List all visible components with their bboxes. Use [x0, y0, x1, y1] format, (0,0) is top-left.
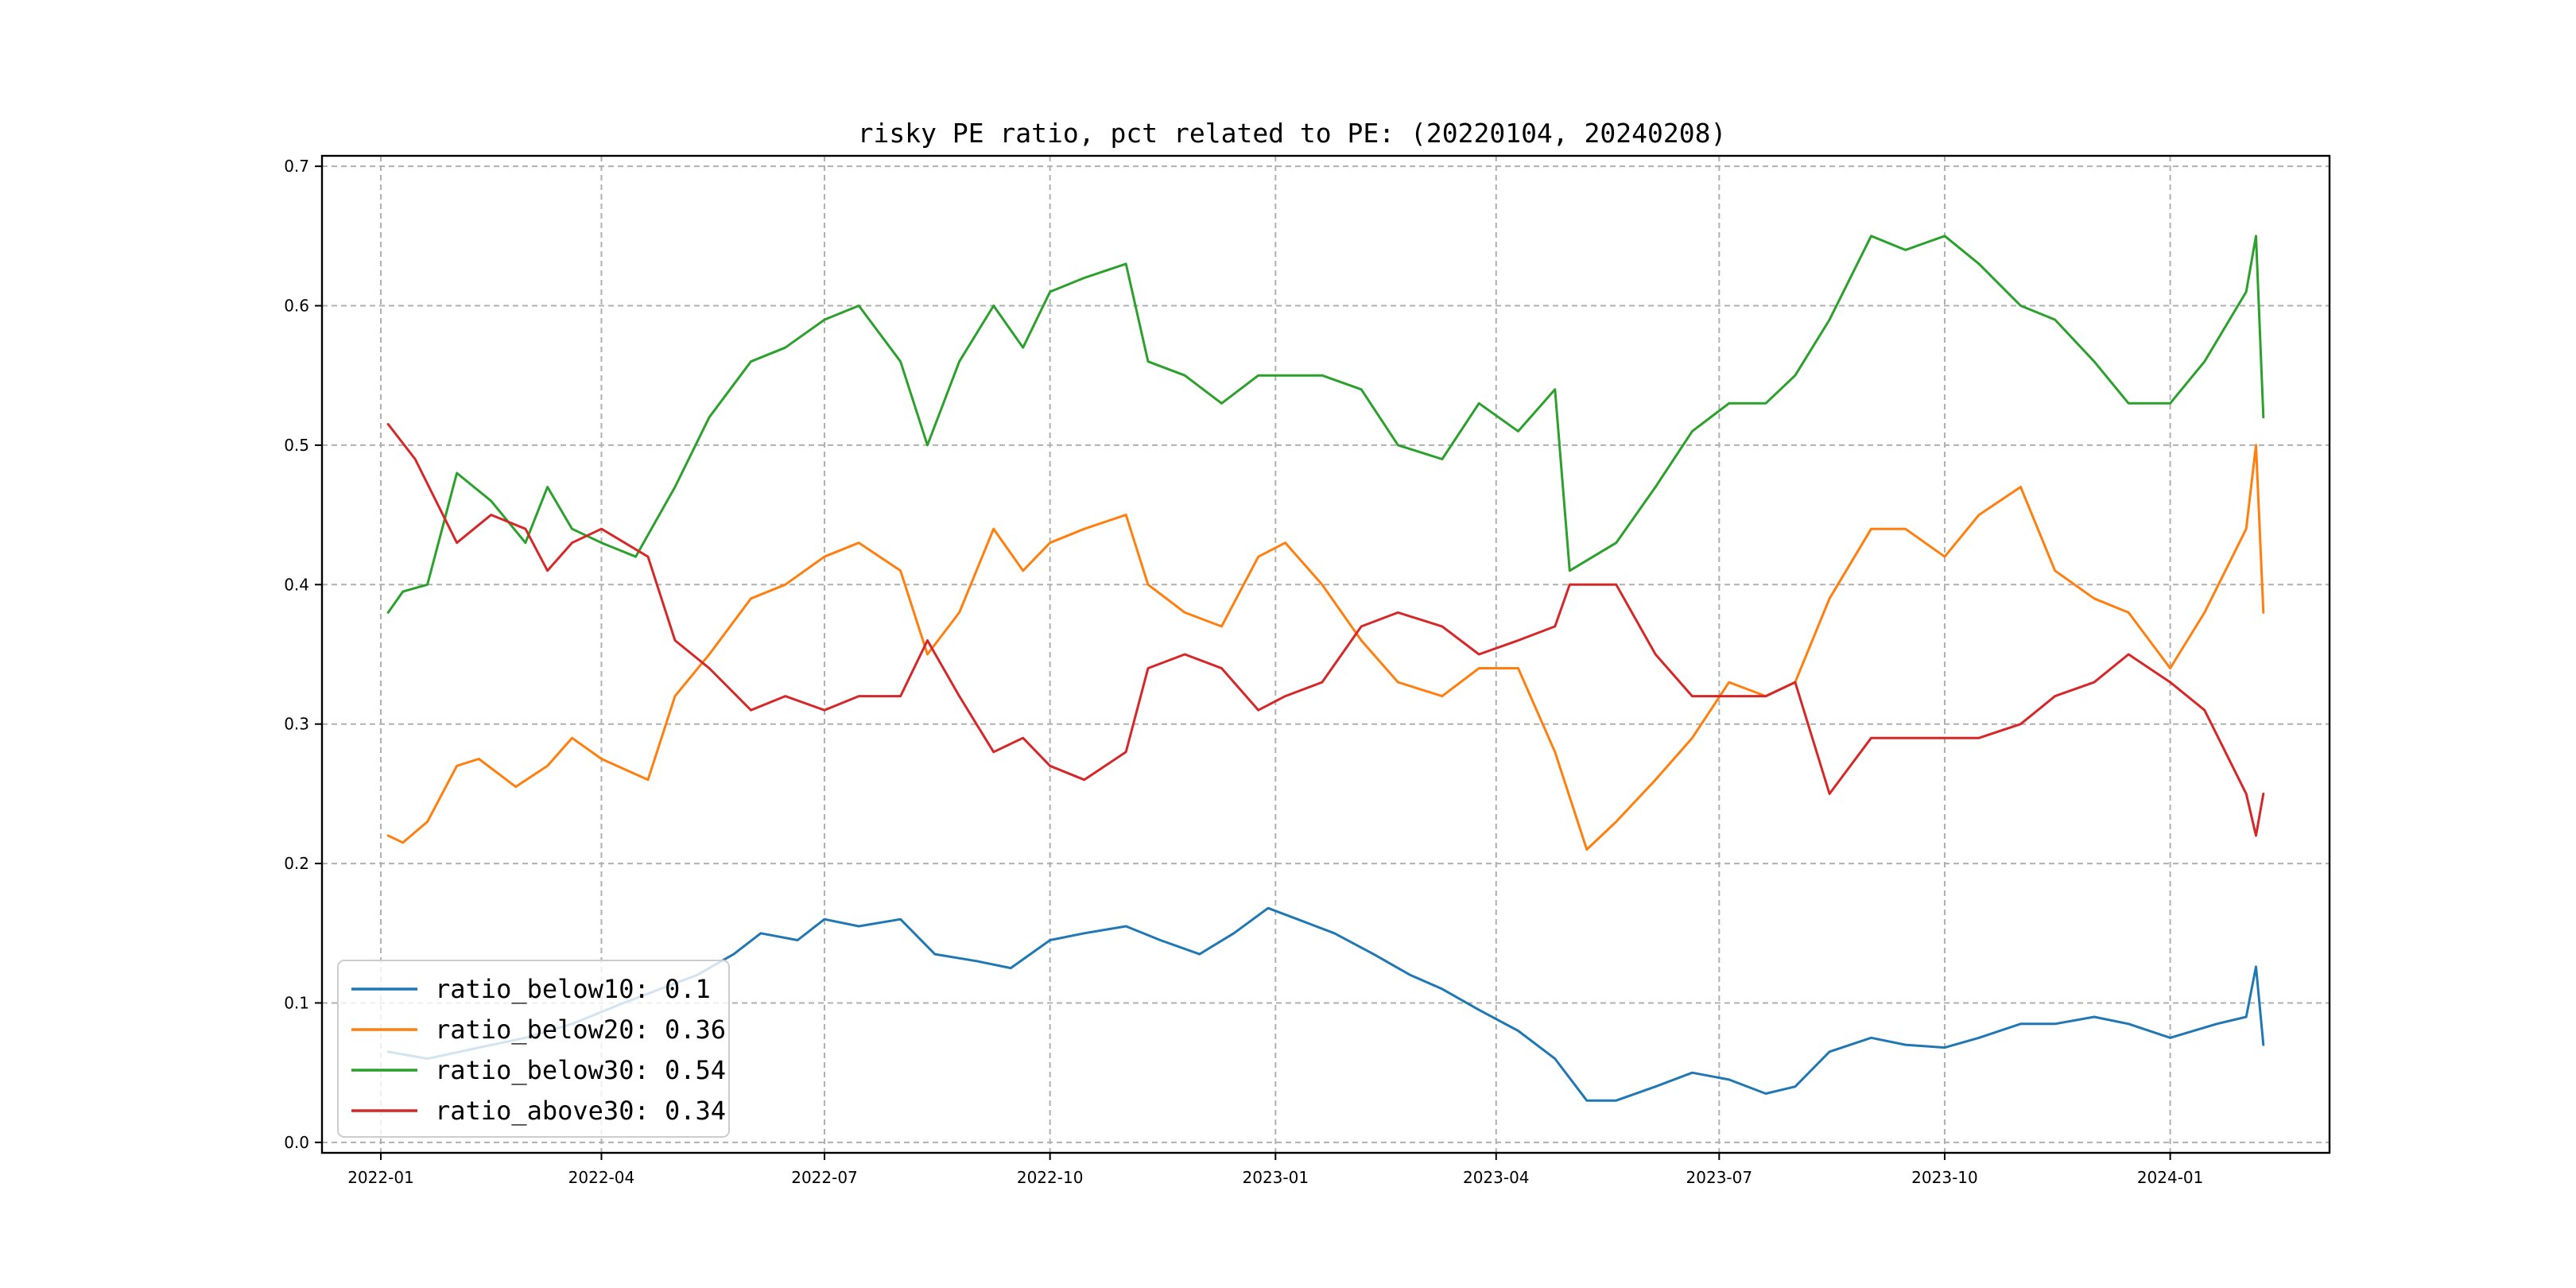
x-tick-label: 2022-07: [791, 1168, 858, 1187]
y-tick-label: 0.6: [284, 297, 309, 316]
legend-box: [337, 960, 730, 1138]
x-tick-label: 2023-01: [1243, 1168, 1309, 1187]
legend-label-ratio_below30: ratio_below30: 0.54: [435, 1055, 726, 1085]
series-line-ratio_above30: [386, 423, 2265, 837]
axes-frame: [320, 154, 2331, 1154]
y-tick-label: 0.5: [284, 436, 309, 455]
legend-label-ratio_below20: ratio_below20: 0.36: [435, 1014, 726, 1045]
series-line-ratio_below20: [386, 444, 2265, 851]
axis-ticks: 2022-01 2022-04 2022-07 2022-10 2023-01 2023-…: [284, 157, 2203, 1187]
legend-label-ratio_below10: ratio_below10: 0.1: [435, 974, 711, 1004]
x-tick-label: 2024-01: [2137, 1168, 2204, 1187]
series-line-ratio_below10: [386, 906, 2265, 1102]
legend-label-ratio_above30: ratio_above30: 0.34: [435, 1096, 726, 1126]
grid-lines: [322, 156, 2330, 1153]
series-line-ratio_below30: [386, 235, 2265, 614]
y-tick-label: 0.7: [284, 157, 309, 176]
x-tick-label: 2022-04: [568, 1168, 635, 1187]
y-tick-label: 0.4: [284, 575, 309, 594]
legend: ratio_below10: 0.1 ratio_below20: 0.36 rat…: [337, 960, 730, 1138]
x-tick-label: 2023-04: [1463, 1168, 1530, 1187]
y-tick-label: 0.3: [284, 715, 309, 734]
y-tick-label: 0.2: [284, 854, 309, 873]
x-tick-label: 2023-10: [1911, 1168, 1978, 1187]
x-tick-label: 2022-01: [347, 1168, 414, 1187]
x-tick-label: 2023-07: [1686, 1168, 1753, 1187]
plot-area: [386, 235, 2265, 1102]
chart-title: risky PE ratio, pct related to PE: (2022…: [858, 118, 1727, 149]
y-tick-label: 0.1: [284, 993, 309, 1012]
y-tick-label: 0.0: [284, 1133, 309, 1152]
x-tick-label: 2022-10: [1017, 1168, 1084, 1187]
